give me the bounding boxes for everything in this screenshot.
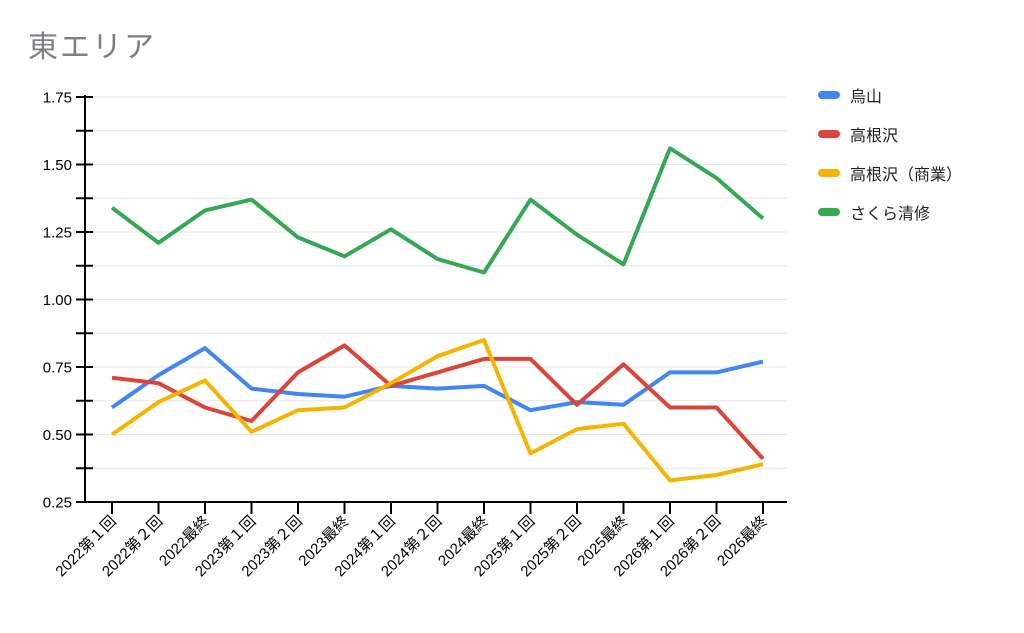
legend-swatch-icon [818,169,840,177]
legend-swatch-icon [818,91,840,99]
y-axis-label: 1.25 [43,225,72,242]
y-axis-label: 0.50 [43,427,72,444]
series-line-0 [110,346,764,413]
legend-swatch-icon [818,130,840,138]
y-axis-label: 1.75 [43,90,72,107]
legend-label: さくら清修 [850,206,931,223]
chart-legend: 烏山高根沢高根沢（商業） さくら清修 [818,83,962,239]
y-axis-label: 1.50 [43,157,72,174]
legend-label: 高根沢（商業） [850,167,963,184]
y-axis-label: 0.75 [43,360,72,377]
series-line-3 [110,146,765,275]
series-line-2 [110,338,764,483]
legend-label: 高根沢 [850,128,899,145]
legend-item-2: 高根沢（商業） [818,161,962,185]
series-line-1 [111,343,765,461]
legend-label: 烏山 [850,89,883,106]
y-axis-label: 1.00 [43,292,72,309]
legend-item-0: 烏山 [818,83,962,107]
x-axis-label: 2026最終 [714,513,771,570]
legend-item-1: 高根沢 [818,122,962,146]
legend-item-3: さくら清修 [818,200,962,224]
chart-title: 東エリア [28,31,156,64]
legend-swatch-icon [818,208,840,216]
y-axis-label: 0.25 [43,495,72,512]
